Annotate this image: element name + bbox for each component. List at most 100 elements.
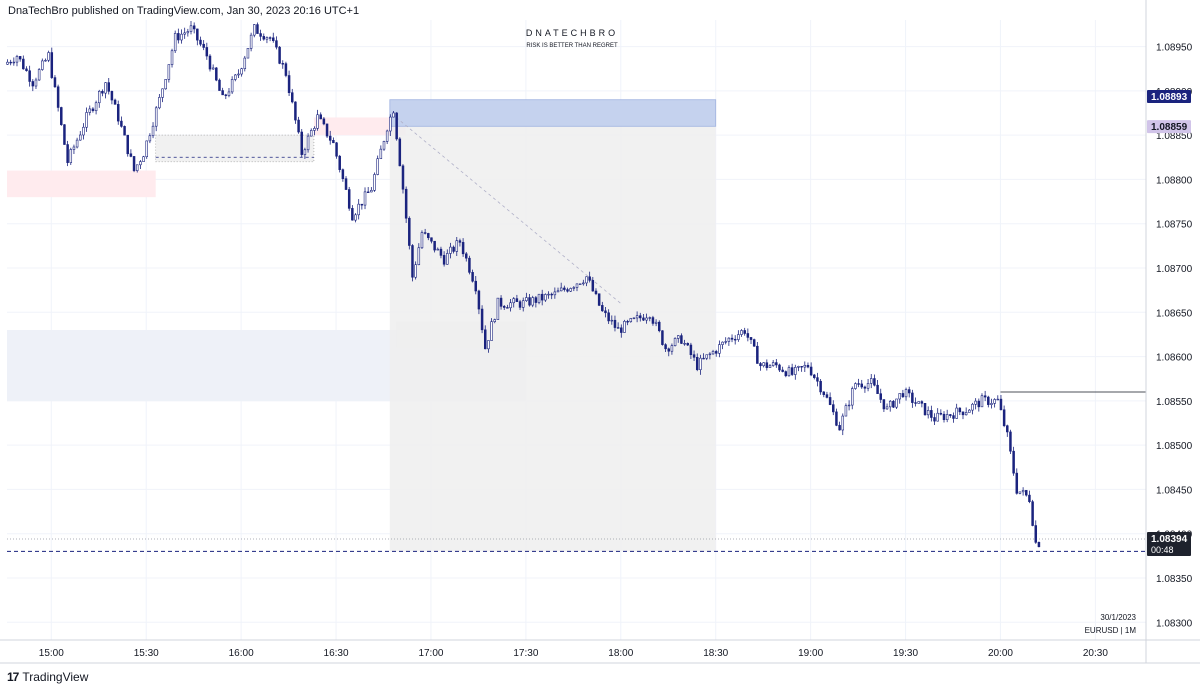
candle-body [990, 403, 993, 405]
price-label-current: 1.08394 [1151, 534, 1188, 545]
candle-body [230, 79, 234, 93]
candle-body [278, 46, 281, 64]
candle-body [351, 208, 354, 221]
candle-body [664, 344, 667, 350]
candle-body [752, 339, 756, 347]
candle-body [487, 340, 490, 350]
candle-body [851, 388, 854, 406]
candle-body [952, 415, 955, 419]
candle-body [528, 297, 531, 306]
candle-body [569, 288, 572, 292]
candle-body [898, 393, 901, 400]
candle-body [436, 248, 440, 251]
candle-body [427, 233, 430, 239]
candle-body [740, 330, 743, 335]
candle-body [284, 63, 288, 76]
candle-body [547, 293, 550, 296]
candle-body [433, 240, 436, 251]
candle-body [47, 52, 50, 61]
candle-body [949, 414, 952, 416]
candle-body [762, 362, 765, 367]
y-tick-label: 1.08800 [1156, 175, 1193, 186]
candle-body [620, 327, 623, 333]
candle-body [714, 351, 718, 354]
candle-body [360, 203, 364, 206]
candle-body [75, 139, 79, 148]
candle-body [626, 321, 629, 323]
candle-body [667, 348, 671, 352]
candle-body [224, 94, 228, 96]
candle-body [423, 232, 427, 234]
candle-body [490, 321, 493, 341]
candle-body [863, 386, 867, 389]
candle-body [376, 158, 379, 175]
candle-body [221, 90, 224, 96]
candle-body [968, 409, 971, 413]
candle-body [790, 367, 794, 375]
candle-body [588, 276, 591, 281]
candle-body [961, 411, 965, 416]
candle-body [170, 50, 174, 65]
candle-body [211, 67, 215, 70]
candle-body [607, 312, 610, 322]
candle-body [389, 116, 392, 132]
x-tick-label: 15:00 [39, 648, 64, 659]
tradingview-brand: TradingView [22, 670, 89, 684]
candle-body [1034, 525, 1038, 543]
footer: 17 TradingView [7, 668, 88, 686]
candle-body [930, 410, 933, 418]
x-tick-label: 15:30 [134, 648, 159, 659]
candle-body [832, 404, 835, 413]
candle-body [942, 413, 946, 420]
candle-body [1037, 542, 1041, 548]
candle-body [414, 264, 417, 278]
candle-body [695, 357, 699, 371]
candle-body [44, 59, 47, 62]
candle-body [971, 403, 974, 411]
candle-body [347, 189, 351, 209]
candle-body [401, 165, 405, 190]
grey-zone-mid [396, 321, 526, 348]
candle-body [515, 298, 519, 302]
candle-body [860, 383, 863, 388]
candle-body [974, 400, 977, 405]
candle-body [509, 302, 512, 309]
candle-body [322, 118, 326, 125]
candle-body [559, 287, 563, 292]
candle-body [556, 290, 560, 293]
candle-body [578, 283, 582, 285]
candle-body [610, 319, 614, 322]
candle-body [1009, 431, 1012, 452]
candle-body [154, 107, 158, 127]
candle-body [914, 402, 917, 404]
candle-body [404, 188, 408, 219]
candle-body [116, 104, 120, 122]
price-label-target-bg [1147, 120, 1191, 134]
candle-body [461, 242, 465, 255]
candle-body [471, 272, 474, 282]
candle-body [699, 357, 702, 371]
candle-body [303, 149, 307, 155]
blue-target-zone [389, 99, 716, 127]
candle-body [597, 293, 601, 306]
red-zone-mid [313, 117, 406, 136]
candle-body [275, 40, 278, 48]
candle-body [964, 412, 968, 416]
candle-body [743, 330, 746, 334]
candle-body [502, 306, 506, 308]
candle-body [243, 57, 247, 69]
candle-body [616, 327, 620, 329]
candle-body [186, 31, 190, 34]
candle-body [215, 67, 218, 81]
y-tick-label: 1.08500 [1156, 441, 1193, 452]
candle-body [885, 406, 889, 410]
candle-body [398, 138, 402, 167]
candle-body [838, 425, 841, 431]
candle-body [888, 400, 892, 408]
x-tick-label: 17:00 [418, 648, 443, 659]
candle-body [692, 354, 696, 358]
y-tick-label: 1.08550 [1156, 397, 1193, 408]
candle-body [835, 411, 838, 426]
candle-body [873, 378, 876, 386]
